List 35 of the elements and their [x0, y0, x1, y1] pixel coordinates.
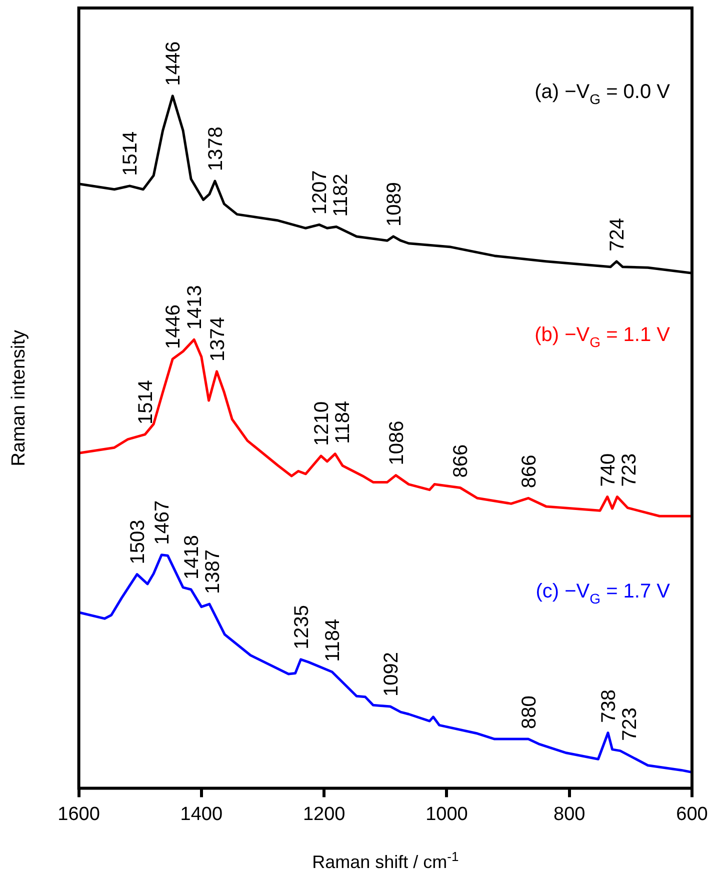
annotation: 866	[518, 454, 540, 488]
x-tick-label: 800	[554, 804, 586, 825]
annotation: 1086	[386, 420, 408, 466]
annotation: 1503	[127, 520, 150, 564]
annotation: 724	[606, 218, 629, 252]
x-tick-label: 1000	[426, 804, 468, 825]
annotation: 1207	[309, 170, 332, 215]
annotation: 1184	[322, 618, 344, 662]
y-axis-title: Raman intensity	[8, 329, 30, 466]
annotation: 723	[618, 453, 640, 487]
annotation: 1182	[330, 174, 352, 217]
x-tick-label: 1200	[302, 804, 346, 825]
annotation: 738	[598, 689, 620, 723]
annotation: 1413	[184, 285, 206, 330]
annotation: 1418	[181, 535, 204, 580]
x-tick-label: 1400	[180, 804, 223, 825]
annotation: 1210	[311, 401, 334, 446]
annotation: 1235	[290, 604, 313, 650]
annotation: 1514	[120, 131, 142, 176]
annotation: 1378	[204, 126, 227, 172]
annotation: 1089	[383, 182, 406, 226]
annotation: 1092	[380, 652, 402, 697]
annotation: 1184	[332, 400, 354, 444]
annotation: 1514	[135, 380, 158, 424]
annotation: 880	[518, 696, 540, 730]
annotation: 1446	[162, 304, 185, 349]
x-tick-label: 1600	[58, 804, 100, 825]
annotation: 740	[597, 453, 620, 487]
annotation: 1446	[162, 41, 185, 86]
annotation: 1387	[202, 550, 224, 594]
x-tick-label: 600	[676, 804, 708, 825]
annotation: 1374	[206, 316, 229, 362]
annotation: 866	[450, 444, 472, 478]
annotation: 1467	[152, 500, 174, 545]
annotation: 723	[618, 707, 641, 741]
